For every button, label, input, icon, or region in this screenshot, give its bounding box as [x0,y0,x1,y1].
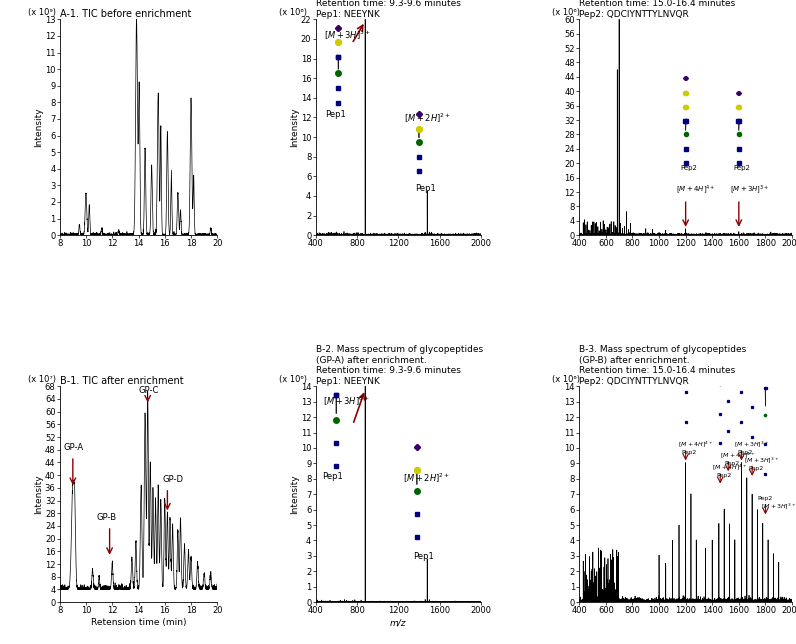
Text: GP-D: GP-D [162,475,183,484]
Text: $[M+4H]^{4+}$: $[M+4H]^{4+}$ [720,450,755,460]
Text: Pep2: Pep2 [748,466,763,471]
Text: $[M+3H]^{3+}$: $[M+3H]^{3+}$ [733,440,769,450]
Text: (x 10⁷): (x 10⁷) [28,375,57,384]
Text: Pep1: Pep1 [413,552,434,561]
Text: Pep2: Pep2 [738,450,753,455]
Text: $[M+3H]^{3+}$: $[M+3H]^{3+}$ [324,29,371,42]
Y-axis label: Intensity: Intensity [291,108,299,147]
Text: $[M+4H]^{4+}$: $[M+4H]^{4+}$ [677,440,713,450]
Y-axis label: Intensity: Intensity [291,475,299,514]
Text: Pep2: Pep2 [733,166,751,171]
Text: $[M+4H]^{4+}$: $[M+4H]^{4+}$ [677,184,716,196]
Text: B-3. Mass spectrum of glycopeptides
(GP-B) after enrichment.
Retention time: 15.: B-3. Mass spectrum of glycopeptides (GP-… [579,345,747,386]
Text: $[M+4H]^{4+}$: $[M+4H]^{4+}$ [712,463,747,473]
Text: B-1. TIC after enrichment: B-1. TIC after enrichment [60,375,183,386]
Text: A-3. Mass spectrum of glycopeptides before enrichment.
Retention time: 15.0-16.4: A-3. Mass spectrum of glycopeptides befo… [579,0,796,19]
Text: Pep2: Pep2 [681,450,697,455]
Text: (x 10⁹): (x 10⁹) [28,8,57,17]
Text: A-1. TIC before enrichment: A-1. TIC before enrichment [60,8,191,19]
Text: Pep2: Pep2 [681,166,697,171]
Text: $[M+3H]^{3+}$: $[M+3H]^{3+}$ [729,184,769,196]
Text: $[M+2H]^{2+}$: $[M+2H]^{2+}$ [404,112,451,125]
Text: GP-C: GP-C [139,386,159,395]
Text: GP-B: GP-B [96,513,116,522]
Text: (x 10⁶): (x 10⁶) [279,375,307,384]
Text: (x 10⁶): (x 10⁶) [552,375,579,384]
Text: Pep1: Pep1 [322,472,342,481]
Text: $[M+3H]^{3+}$: $[M+3H]^{3+}$ [323,395,369,408]
Text: (x 10⁶): (x 10⁶) [279,8,307,17]
Text: $[M+3H]^{3+}$: $[M+3H]^{3+}$ [744,455,779,465]
Text: A-2. Mass spectrum of glycopeptides
before enrichment.
Retention time: 9.3-9.6 m: A-2. Mass spectrum of glycopeptides befo… [315,0,482,19]
Text: Pep2: Pep2 [716,473,732,478]
Text: Pep2: Pep2 [758,497,773,502]
Y-axis label: Intensity: Intensity [34,475,44,514]
Text: Pep2: Pep2 [724,461,739,466]
Y-axis label: Intensity: Intensity [34,108,44,147]
Text: GP-A: GP-A [64,443,84,452]
Text: (x 10⁶): (x 10⁶) [552,8,579,17]
X-axis label: m/z: m/z [390,618,407,627]
Text: $[M+3H]^{3+}$: $[M+3H]^{3+}$ [762,501,796,511]
Text: $[M+2H]^{2+}$: $[M+2H]^{2+}$ [404,471,451,485]
X-axis label: Retension time (min): Retension time (min) [91,618,186,627]
Text: Pep1: Pep1 [415,184,435,193]
Text: B-2. Mass spectrum of glycopeptides
(GP-A) after enrichment.
Retention time: 9.3: B-2. Mass spectrum of glycopeptides (GP-… [315,345,482,386]
Text: Pep1: Pep1 [325,110,345,119]
